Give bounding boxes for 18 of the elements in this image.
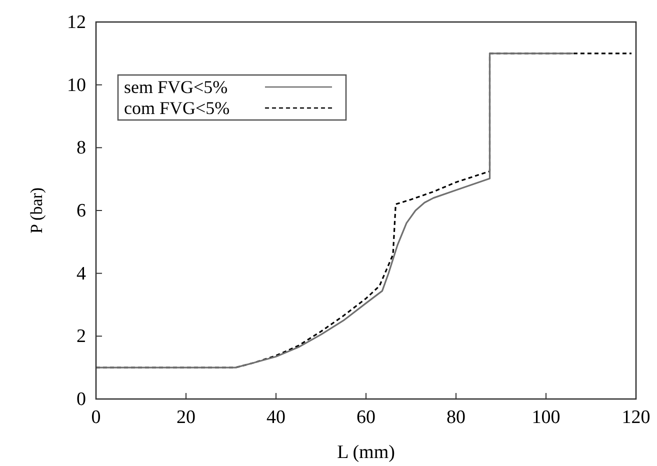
x-axis-title: L (mm) bbox=[337, 442, 395, 463]
x-tick-label: 20 bbox=[176, 407, 196, 428]
y-tick-label: 4 bbox=[76, 263, 86, 284]
y-tick-label: 8 bbox=[76, 138, 86, 159]
y-tick-label: 10 bbox=[67, 74, 86, 96]
x-tick-label: 40 bbox=[266, 407, 286, 428]
y-tick-label: 2 bbox=[76, 326, 86, 348]
x-tick-label: 80 bbox=[446, 407, 466, 428]
x-tick-label: 120 bbox=[622, 407, 650, 428]
y-tick-label: 0 bbox=[76, 389, 86, 410]
x-tick-label: 0 bbox=[91, 407, 101, 428]
x-tick-label: 60 bbox=[356, 407, 376, 428]
legend-label: sem FVG<5% bbox=[124, 77, 228, 97]
y-axis-title: P (bar) bbox=[27, 187, 46, 234]
x-tick-label: 100 bbox=[532, 407, 560, 428]
legend-label: com FVG<5% bbox=[124, 98, 230, 118]
y-tick-label: 6 bbox=[76, 200, 86, 222]
y-tick-label: 12 bbox=[67, 12, 86, 33]
